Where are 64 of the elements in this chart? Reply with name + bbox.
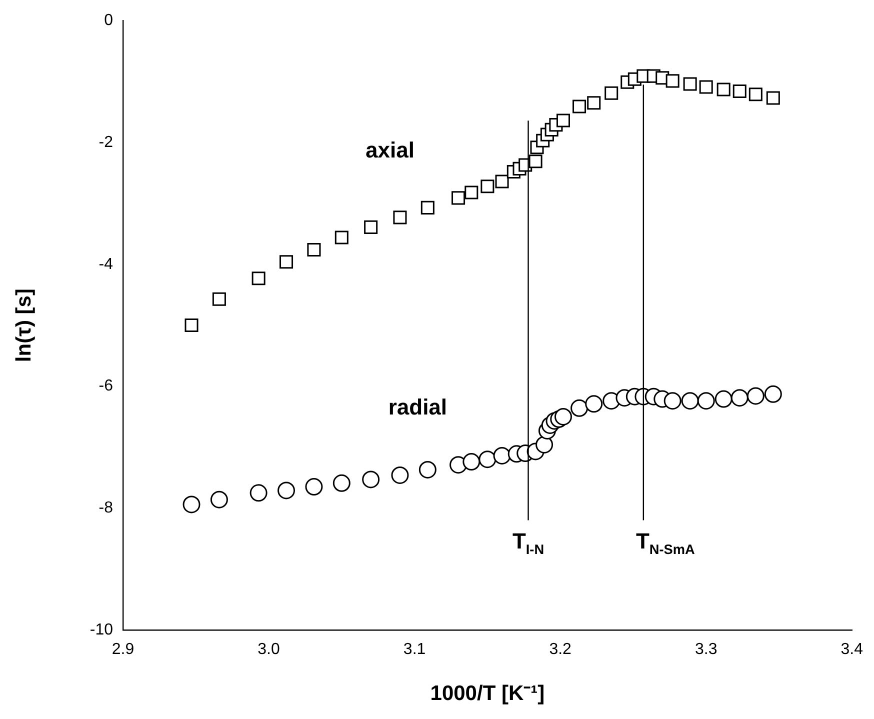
point xyxy=(278,482,296,500)
point xyxy=(480,180,494,194)
point xyxy=(210,490,228,508)
point xyxy=(332,474,350,492)
point xyxy=(252,272,266,286)
point xyxy=(730,389,748,407)
point xyxy=(462,453,480,471)
point xyxy=(184,318,198,332)
y-tick-label: -8 xyxy=(98,500,114,517)
point xyxy=(478,450,496,468)
point xyxy=(334,230,348,244)
point xyxy=(556,114,570,128)
point xyxy=(766,91,780,105)
series-label: axial xyxy=(366,137,414,162)
point xyxy=(307,242,321,256)
series-label: radial xyxy=(388,394,448,420)
point xyxy=(587,96,601,110)
y-tick-label: -2 xyxy=(98,134,114,151)
point xyxy=(681,392,699,410)
point xyxy=(364,220,378,234)
point xyxy=(393,210,407,224)
point xyxy=(716,82,730,96)
point xyxy=(732,84,746,98)
point xyxy=(554,408,572,426)
point xyxy=(536,436,554,454)
point xyxy=(182,496,200,514)
point xyxy=(683,77,697,91)
x-tick-label: 3.4 xyxy=(840,641,864,658)
x-tick-label: 3.3 xyxy=(694,641,718,658)
point xyxy=(391,466,409,484)
x-axis-title: 1000/T [K⁻¹] xyxy=(430,682,545,706)
point xyxy=(464,186,478,200)
point xyxy=(570,399,588,417)
y-axis-title: ln(τ) [s] xyxy=(12,288,36,362)
point xyxy=(452,191,466,205)
point xyxy=(746,387,764,405)
point xyxy=(604,86,618,100)
x-tick-label: 3.2 xyxy=(549,641,572,658)
point xyxy=(528,154,542,168)
point xyxy=(572,100,586,114)
point xyxy=(764,385,782,403)
x-tick-label: 2.9 xyxy=(112,641,134,658)
y-tick-label: -10 xyxy=(90,621,114,638)
point xyxy=(250,484,268,502)
point xyxy=(748,88,762,102)
point xyxy=(714,390,732,408)
point xyxy=(212,292,226,306)
point xyxy=(585,395,603,413)
x-tick-label: 3.0 xyxy=(258,641,280,658)
point xyxy=(699,80,713,94)
point xyxy=(495,174,509,188)
point xyxy=(697,392,715,410)
point xyxy=(418,460,436,478)
point xyxy=(666,74,680,88)
y-tick-label: -6 xyxy=(98,378,114,395)
y-tick-label: 0 xyxy=(104,12,114,30)
point xyxy=(280,255,294,269)
point xyxy=(305,478,323,496)
point xyxy=(362,470,380,488)
x-tick-label: 3.1 xyxy=(403,641,426,658)
point xyxy=(420,200,434,214)
point xyxy=(493,446,511,464)
point xyxy=(664,392,682,410)
y-tick-label: -4 xyxy=(98,256,114,273)
